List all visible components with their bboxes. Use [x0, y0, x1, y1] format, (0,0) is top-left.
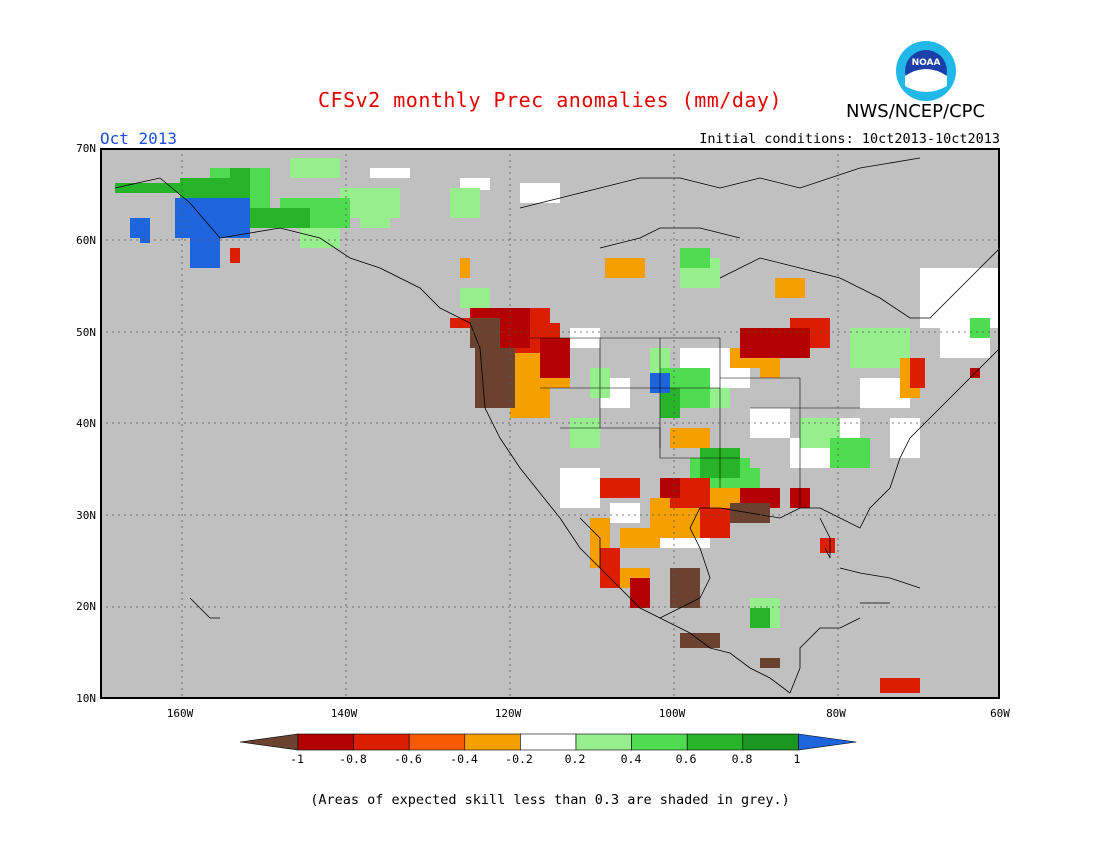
colorbar-label: -1: [290, 752, 304, 766]
colorbar-cell: [686, 733, 744, 751]
colorbar-cell: [297, 733, 354, 751]
colorbar-label: -0.2: [505, 752, 533, 766]
chart-title: CFSv2 monthly Prec anomalies (mm/day): [317, 88, 783, 112]
colorbar-cell: [464, 733, 521, 751]
agency-label: NWS/NCEP/CPC: [846, 101, 986, 122]
colorbar-cell: [240, 733, 299, 751]
colorbar-label: 0.8: [731, 752, 753, 766]
colorbar-label: 1: [793, 752, 801, 766]
blue-anomaly-areas: [130, 198, 670, 393]
lat-label-10n: 10N: [76, 692, 96, 705]
colorbar: [240, 733, 857, 751]
lat-label-60n: 60N: [76, 234, 96, 247]
state-borders: [530, 337, 860, 508]
lat-label-20n: 20N: [76, 600, 96, 613]
lon-label-160w: 160W: [166, 707, 194, 720]
colorbar-cell: [408, 733, 466, 751]
colorbar-cell: [798, 733, 857, 751]
brown-anomaly-areas: [470, 318, 780, 668]
colorbar-label: -0.6: [394, 752, 422, 766]
skill-footnote: (Areas of expected skill less than 0.3 a…: [310, 792, 790, 808]
gridlines: [100, 148, 1000, 699]
coastlines: [114, 157, 1000, 694]
colorbar-label: -0.8: [339, 752, 367, 766]
lon-label-120w: 120W: [494, 707, 522, 720]
logo-text: NOAA: [912, 58, 941, 68]
lat-label-40n: 40N: [76, 417, 96, 430]
colorbar-label: -0.4: [450, 752, 478, 766]
map-frame: [100, 148, 1000, 699]
lon-label-80w: 80W: [826, 707, 846, 720]
lon-label-140w: 140W: [330, 707, 358, 720]
noaa-logo: NOAA: [895, 40, 957, 102]
anomaly-map: [100, 148, 1000, 699]
lon-label-100w: 100W: [658, 707, 686, 720]
colorbar-cell: [520, 733, 577, 751]
colorbar-label: 0.4: [620, 752, 642, 766]
colorbar-cell: [742, 733, 799, 751]
colorbar-cell: [353, 733, 410, 751]
colorbar-cell: [575, 733, 632, 751]
lat-label-70n: 70N: [76, 142, 96, 155]
initial-conditions-label: Initial conditions: 10ct2013-10ct2013: [699, 131, 1000, 147]
colorbar-cell: [631, 733, 688, 751]
colorbar-label: 0.2: [564, 752, 586, 766]
month-label: Oct 2013: [100, 129, 178, 148]
lat-label-30n: 30N: [76, 509, 96, 522]
lat-label-50n: 50N: [76, 326, 96, 339]
lon-label-60w: 60W: [990, 707, 1010, 720]
colorbar-label: 0.6: [675, 752, 697, 766]
